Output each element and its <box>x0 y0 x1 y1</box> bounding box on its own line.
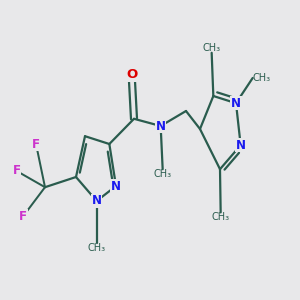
Text: O: O <box>126 68 137 82</box>
Text: F: F <box>19 209 27 223</box>
Text: N: N <box>236 139 246 152</box>
Text: F: F <box>13 164 21 178</box>
Text: CH₃: CH₃ <box>212 212 230 222</box>
Text: N: N <box>92 194 102 208</box>
Text: CH₃: CH₃ <box>88 243 106 253</box>
Text: N: N <box>231 97 241 110</box>
Text: F: F <box>32 137 40 151</box>
Text: CH₃: CH₃ <box>253 73 271 83</box>
Text: N: N <box>111 179 121 193</box>
Text: CH₃: CH₃ <box>154 169 172 179</box>
Text: N: N <box>156 119 166 133</box>
Text: CH₃: CH₃ <box>202 43 221 53</box>
